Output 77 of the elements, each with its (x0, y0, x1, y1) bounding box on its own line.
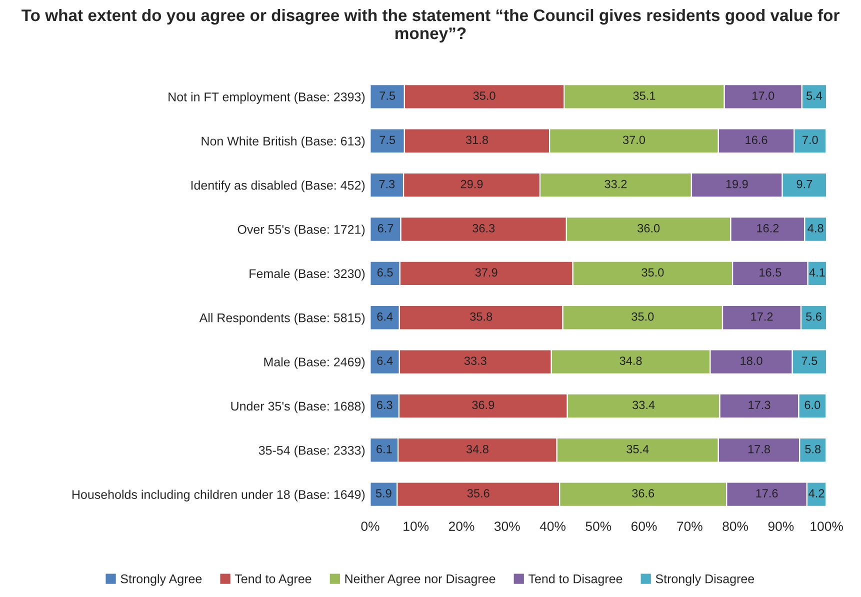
data-label: 6.4 (377, 356, 393, 365)
data-label: 4.2 (808, 489, 824, 498)
data-label: 36.6 (632, 489, 654, 498)
data-label: 31.8 (466, 136, 488, 144)
data-label: 16.5 (760, 268, 782, 277)
x-tick-label: 60% (631, 522, 657, 531)
data-label: 6.5 (377, 268, 393, 277)
data-label: 5.4 (806, 92, 822, 100)
data-label: 36.9 (472, 400, 494, 410)
chart-title: To what extent do you agree or disagree with the statement “the Council gives residents good value for money”? (22, 8, 840, 43)
data-label: 4.1 (809, 268, 825, 276)
legend-label: Strongly Agree (120, 574, 202, 586)
data-label: 35.4 (626, 444, 649, 454)
data-label: 16.2 (757, 224, 779, 232)
data-label: 6.7 (378, 224, 394, 232)
data-label: 6.1 (376, 444, 392, 454)
data-label: 17.6 (756, 489, 778, 498)
data-label: 5.6 (806, 312, 822, 321)
data-label: 36.3 (472, 224, 495, 232)
data-label: 37.9 (475, 268, 498, 277)
data-label: 5.8 (805, 444, 821, 454)
x-tick-label: 30% (494, 522, 520, 531)
data-label: 35.6 (467, 489, 490, 498)
y-tick-label: Not in FT employment (Base: 2393) (168, 92, 365, 104)
data-label: 16.6 (746, 136, 768, 144)
data-label: 33.3 (464, 356, 486, 365)
legend-label: Neither Agree nor Disagree (345, 574, 496, 586)
data-label: 17.3 (748, 400, 770, 410)
data-label: 35.8 (470, 312, 492, 321)
legend-label: Strongly Disagree (656, 574, 754, 586)
data-label: 33.2 (604, 180, 627, 188)
data-label: 34.8 (620, 356, 642, 365)
x-tick-label: 20% (448, 522, 474, 531)
data-label: 6.4 (377, 312, 393, 321)
x-tick-label: 50% (586, 522, 612, 531)
data-label: 35.0 (642, 268, 664, 277)
x-tick-label: 10% (404, 522, 429, 531)
y-tick-label: Identify as disabled (Base: 452) (191, 180, 365, 192)
data-label: 7.3 (379, 180, 395, 188)
data-label: 33.4 (632, 400, 655, 410)
data-label: 7.5 (380, 92, 396, 100)
y-tick-label: Non White British (Base: 613) (202, 136, 365, 148)
data-label: 6.0 (804, 400, 820, 410)
data-label: 34.8 (466, 444, 488, 454)
data-label: 35.1 (633, 92, 656, 100)
data-label: 9.7 (796, 180, 812, 188)
data-label: 4.8 (808, 224, 824, 232)
data-label: 7.5 (802, 356, 818, 365)
data-label: 5.9 (376, 489, 392, 498)
data-label: 17.0 (752, 92, 774, 100)
x-tick-label: 40% (540, 522, 566, 531)
data-label: 19.9 (726, 180, 748, 188)
data-label: 35.0 (632, 312, 654, 321)
x-tick-label: 90% (768, 522, 794, 531)
data-label: 37.0 (622, 136, 646, 144)
x-tick-label: 100% (810, 522, 843, 531)
y-tick-label: Over 55's (Base: 1721) (238, 224, 365, 236)
data-label: 7.5 (380, 136, 396, 144)
x-tick-label: 0% (361, 522, 380, 531)
data-label: 18.0 (740, 356, 762, 365)
x-tick-label: 70% (677, 522, 702, 531)
data-label: 17.2 (751, 312, 773, 321)
legend-label: Tend to Disagree (528, 574, 622, 586)
x-tick-label: 80% (722, 522, 748, 531)
data-label: 36.0 (638, 224, 660, 232)
data-label: 35.0 (473, 92, 496, 100)
y-tick-label: Male (Base: 2469) (264, 357, 365, 369)
legend-label: Tend to Agree (234, 574, 312, 586)
data-label: 17.8 (748, 444, 770, 454)
data-label: 7.0 (802, 136, 818, 144)
y-tick-label: All Respondents (Base: 5815) (199, 313, 365, 325)
y-tick-label: Female (Base: 3230) (250, 268, 365, 281)
data-label: 29.9 (460, 180, 483, 188)
y-tick-label: 35-54 (Base: 2333) (258, 446, 365, 458)
y-tick-label: Under 35's (Base: 1688) (231, 401, 365, 414)
data-label: 6.3 (377, 400, 392, 410)
y-tick-label: Households including children under 18 (Base: 1649) (72, 490, 365, 502)
